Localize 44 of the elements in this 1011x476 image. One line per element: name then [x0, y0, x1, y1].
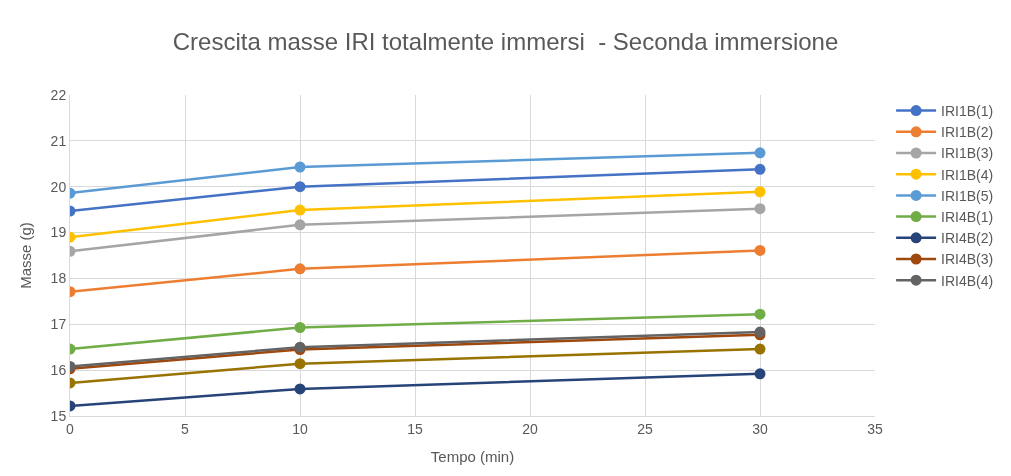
y-tick-label: 21	[50, 132, 67, 149]
legend-label: IRI4B(1)	[941, 209, 994, 226]
y-tick-label: 15	[50, 407, 67, 424]
point	[294, 161, 306, 173]
x-tick-label: 35	[867, 420, 883, 437]
point	[294, 181, 306, 193]
legend-label: IRI1B(1)	[941, 103, 994, 120]
y-tick-label: 18	[50, 270, 67, 287]
legend-label: IRI4B(3)	[941, 251, 994, 268]
point	[294, 204, 306, 216]
y-tick-label: 19	[50, 224, 67, 241]
x-tick-label: 25	[637, 420, 653, 437]
y-axis-title: Masse (g)	[16, 222, 34, 289]
point	[294, 263, 306, 275]
point	[754, 186, 766, 198]
legend-label: IRI4B(2)	[941, 230, 994, 247]
x-tick-label: 0	[66, 420, 75, 437]
point	[294, 358, 306, 370]
legend-label: IRI4B(4)	[941, 272, 994, 289]
y-tick-label: 22	[50, 86, 67, 103]
x-tick-label: 10	[292, 420, 308, 437]
y-tick-label: 16	[50, 362, 67, 379]
point	[754, 244, 766, 256]
point	[754, 147, 766, 159]
x-tick-label: 5	[181, 420, 190, 437]
x-tick-label: 20	[522, 420, 538, 437]
point	[754, 203, 766, 215]
legend-label: IRI1B(3)	[941, 145, 994, 162]
point	[754, 343, 766, 355]
point	[294, 322, 306, 333]
legend-label: IRI1B(5)	[941, 187, 994, 204]
point	[294, 219, 306, 231]
point	[754, 308, 766, 320]
y-tick-label: 20	[50, 178, 67, 195]
x-tick-label: 15	[407, 420, 423, 437]
point	[754, 368, 766, 380]
y-tick-label: 17	[50, 316, 67, 333]
x-tick-label: 30	[752, 420, 768, 437]
x-axis-title: Tempo (min)	[430, 447, 515, 465]
legend-label: IRI1B(4)	[941, 166, 994, 183]
point	[294, 383, 306, 395]
point	[754, 163, 766, 175]
chart-title: Crescita masse IRI totalmente immersi - Seconda immersione	[172, 28, 839, 56]
legend-label: IRI1B(2)	[941, 124, 994, 141]
